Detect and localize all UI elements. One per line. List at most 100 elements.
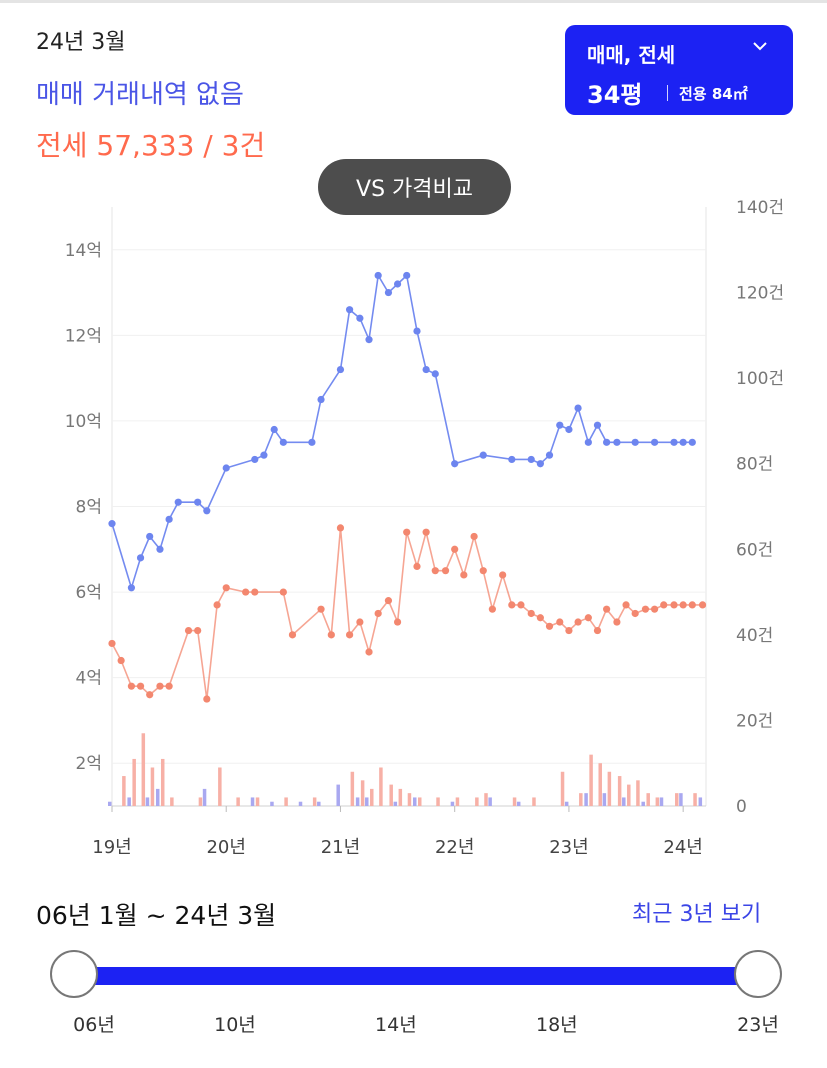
sale-price-point [174, 498, 182, 506]
y-left-tick-label: 8억 [76, 498, 102, 518]
lease-volume-bar [532, 797, 536, 806]
sale-price-point [670, 438, 678, 446]
sale-price-point [279, 438, 287, 446]
sale-price-point [508, 455, 516, 464]
lease-volume-bar [150, 767, 155, 806]
lease-price-point [670, 601, 678, 609]
sale-price-point [156, 545, 164, 553]
sale-price-point [613, 438, 621, 446]
lease-price-point [470, 532, 478, 541]
range-tick-label: 18년 [535, 1014, 578, 1036]
pyeong-label: 34평 [587, 81, 643, 109]
lease-volume-bar [475, 797, 479, 806]
y-left-tick-label: 10억 [65, 412, 102, 432]
range-tick-label: 06년 [73, 1014, 115, 1036]
trade-type-dropdown[interactable]: 매매, 전세 34평 전용 84㎡ [565, 25, 793, 115]
lease-volume-bar [646, 793, 650, 806]
sale-price-point [317, 395, 325, 404]
range-fill [74, 967, 758, 985]
chart-grid [111, 207, 707, 807]
lease-price-point [194, 626, 202, 635]
lease-price-point [127, 682, 136, 690]
lease-price-point [431, 567, 439, 575]
sale-price-point [251, 455, 259, 464]
chevron-down-icon [751, 37, 769, 60]
y-right-tick-label: 60건 [736, 540, 773, 560]
sale-volume-bar [365, 797, 369, 806]
sale-price-point [536, 460, 544, 468]
y-right-tick-label: 80건 [736, 455, 773, 475]
lease-price-point [251, 588, 259, 596]
lease-volume-bar [589, 754, 593, 806]
sale-price-point [308, 438, 316, 446]
lease-price-point [108, 639, 116, 648]
sale-price-point [688, 438, 696, 446]
sale-price-point [413, 327, 421, 335]
lease-price-point [346, 631, 354, 639]
lease-volume-bar [512, 797, 517, 806]
sale-volume-bar [355, 797, 360, 806]
lease-price-point [165, 682, 173, 690]
lease-price-point [356, 618, 364, 626]
lease-price-point [479, 567, 487, 575]
sale-price-point [336, 365, 345, 374]
sale-price-point [603, 438, 611, 446]
lease-price-point [242, 588, 250, 596]
lease-volume-bar [170, 797, 174, 806]
sale-volume-bar [698, 797, 703, 806]
x-tick-label: 20년 [206, 837, 245, 858]
lease-volume-bar [598, 763, 602, 806]
range-end-handle[interactable] [734, 950, 782, 998]
lease-price-point [679, 601, 687, 609]
price-chart: 2억 4억 6억 8억 10억 12억 14억 0 20건 40건 60건 80건 100건 120건 1… [65, 198, 784, 858]
sale-price-point [127, 584, 136, 592]
vs-compare-button[interactable]: VS 가격비교 [318, 159, 511, 215]
sale-price-point [365, 336, 373, 344]
y-axis-right: 0 20건 40건 60건 80건 100건 120건 140건 [736, 198, 784, 817]
lease-price-point [641, 605, 650, 613]
lease-price-point [631, 609, 639, 618]
sale-price-point [165, 515, 173, 523]
sale-volume-bar [317, 801, 321, 806]
sale-price-point [422, 365, 430, 374]
lease-price-point [279, 588, 287, 596]
lease-volume-bar [455, 797, 460, 806]
y-right-tick-label: 0 [736, 797, 747, 817]
sale-volume-bar [298, 801, 303, 806]
sale-price-point [384, 288, 393, 297]
lease-volume-bar [122, 776, 126, 806]
lease-volume-bar [312, 797, 317, 806]
range-start-handle[interactable] [50, 950, 98, 998]
sale-price-point [593, 421, 602, 429]
recent-3-years-link[interactable]: 최근 3년 보기 [632, 902, 762, 927]
y-right-tick-label: 120건 [736, 284, 784, 304]
sale-price-point [565, 425, 573, 434]
x-tick-label: 21년 [321, 837, 360, 858]
sale-price-point [679, 438, 687, 446]
sale-volume-bar [450, 801, 455, 806]
y-left-tick-label: 6억 [76, 583, 102, 603]
sale-price-point [222, 464, 230, 472]
lease-volume-bar [607, 771, 612, 806]
lease-volume-bar [255, 797, 260, 806]
lease-price-point [327, 631, 335, 639]
sale-price-point [451, 460, 459, 468]
sale-volume-bar [602, 793, 607, 806]
sale-volume-bar [127, 797, 131, 806]
y-right-tick-label: 140건 [736, 198, 784, 218]
top-divider [0, 0, 827, 3]
lease-volume-bar [160, 758, 165, 806]
lease-price-point [460, 571, 468, 579]
sale-volume-bar [145, 797, 150, 806]
y-left-tick-label: 14억 [65, 241, 102, 261]
lease-volume-bar [579, 793, 583, 806]
sale-price-point [584, 438, 592, 446]
sale-volume-bar [270, 801, 274, 806]
sale-price-point [403, 271, 411, 280]
sale-price-line [111, 273, 693, 591]
lease-price-point [536, 614, 544, 622]
lease-price-point [698, 601, 707, 609]
lease-price-point [556, 618, 564, 626]
lease-price-point [213, 601, 221, 609]
sale-volume-bar [412, 797, 417, 806]
